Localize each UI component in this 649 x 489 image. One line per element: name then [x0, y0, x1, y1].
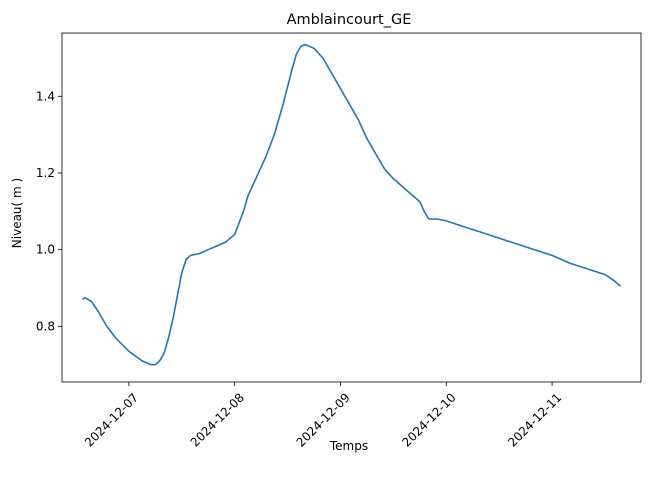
x-axis-label: Temps: [329, 439, 368, 453]
series-line: [82, 43, 621, 366]
y-tick-label: 1.4: [36, 89, 55, 103]
x-tick-label: 2024-12-10: [399, 390, 458, 449]
plot-border: [61, 32, 642, 383]
y-tick-label: 1.2: [36, 166, 55, 180]
plot-frame: [61, 32, 642, 383]
x-tick-label: 2024-12-07: [82, 390, 141, 449]
y-axis-label: Niveau( m ): [10, 178, 24, 248]
x-axis: 2024-12-07 2024-12-08 2024-12-09 2024-12-10…: [82, 382, 564, 450]
x-tick-label: 2024-12-08: [188, 390, 247, 449]
x-tick-label: 2024-12-11: [505, 390, 564, 449]
series-layer: [82, 43, 621, 366]
y-axis: 0.8 1.0 1.2 1.4: [36, 89, 62, 333]
chart-title: Amblaincourt_GE: [287, 12, 412, 28]
y-tick-label: 0.8: [36, 319, 55, 333]
y-tick-label: 1.0: [36, 243, 55, 257]
